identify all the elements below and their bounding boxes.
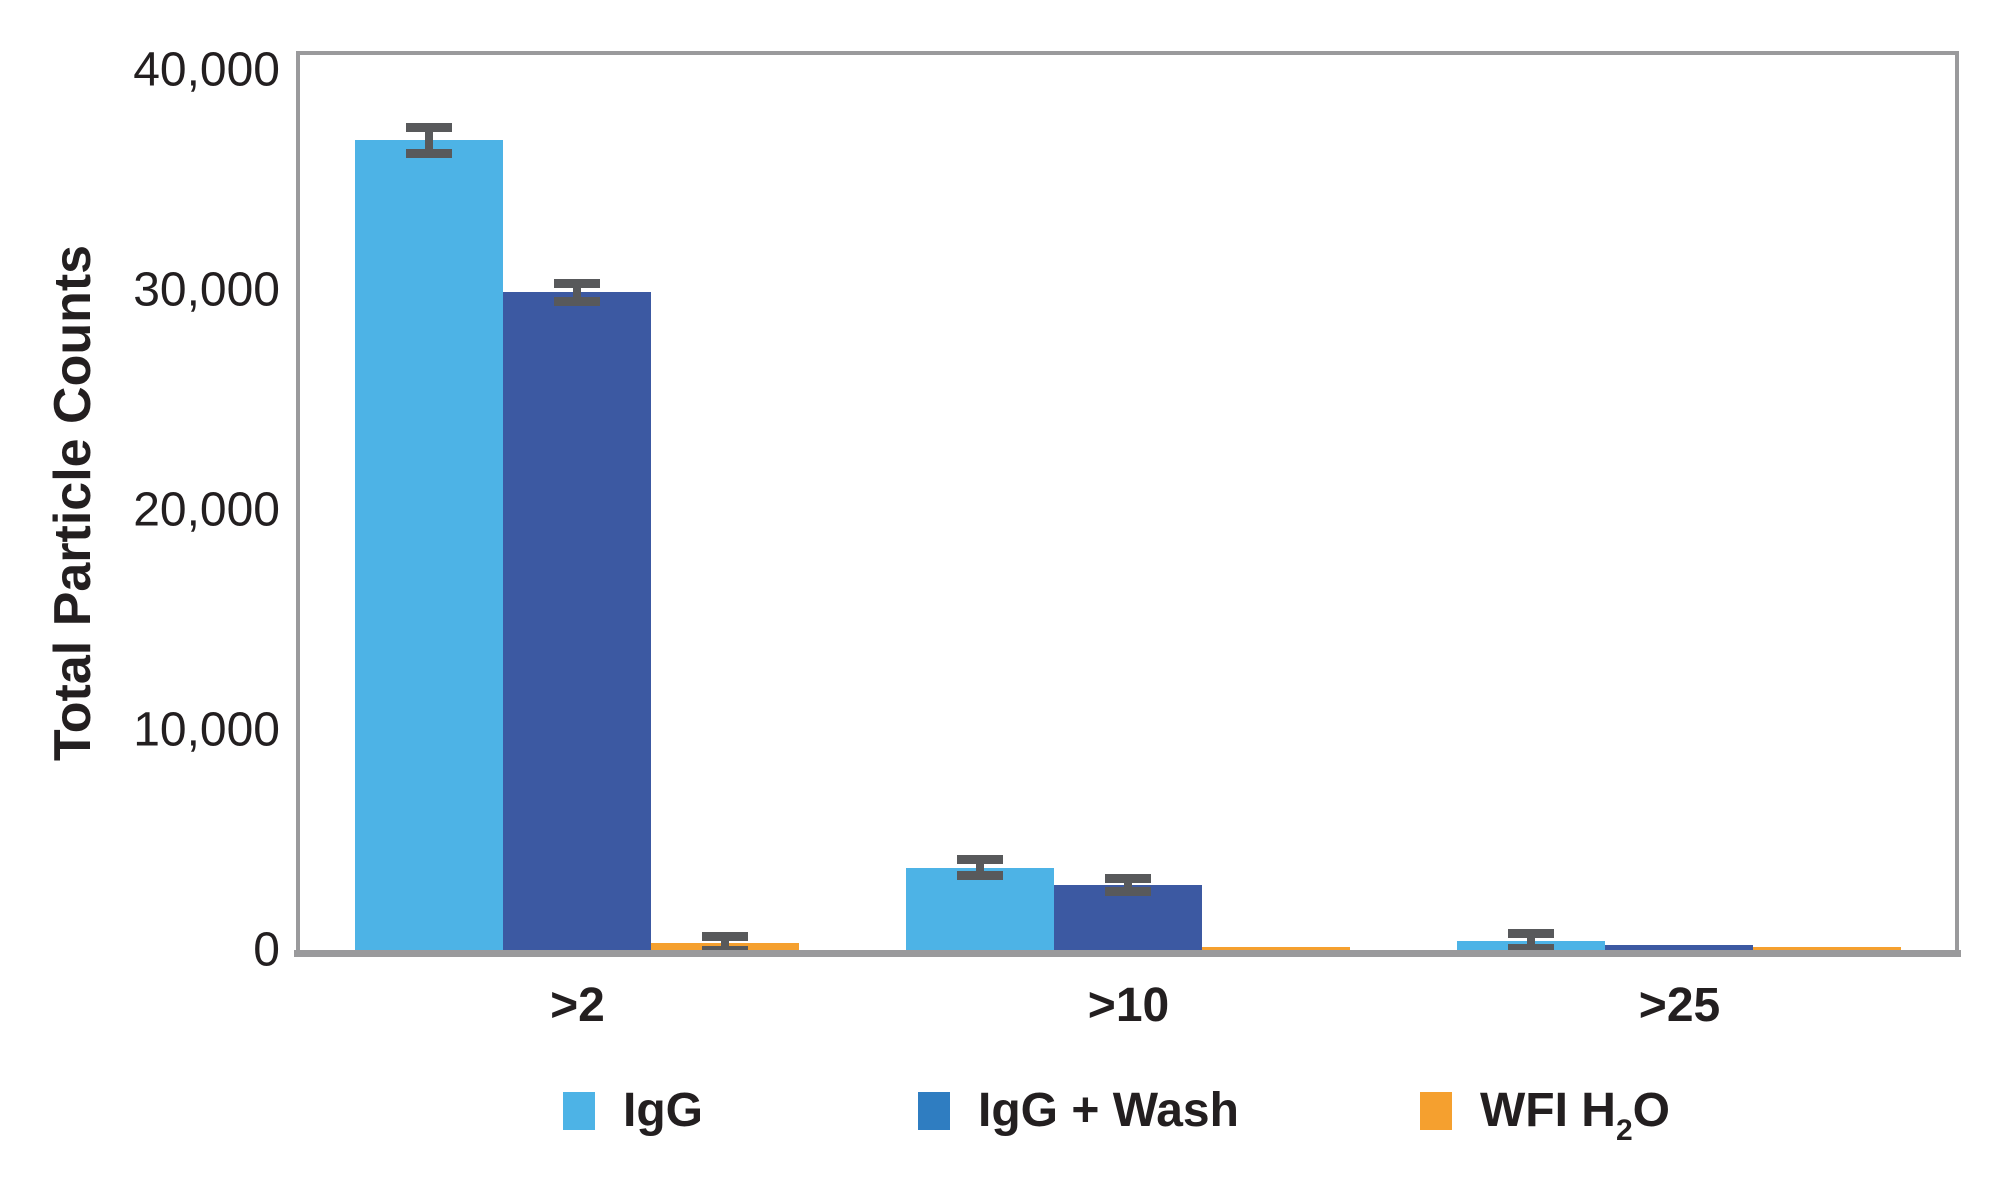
error-bar-cap-top <box>554 278 600 288</box>
error-bar-cap-bottom <box>1105 887 1151 897</box>
error-bar-cap-top <box>1508 929 1554 938</box>
error-bar-cap-top <box>406 122 452 132</box>
y-tick-label: 0 <box>253 923 280 977</box>
legend-item-2: WFI H2O <box>1420 1084 1670 1146</box>
legend-label-0: IgG <box>623 1084 703 1137</box>
error-bar-stem <box>573 283 581 301</box>
error-bar-cap-top <box>1105 874 1151 883</box>
error-bar-stem <box>425 127 433 154</box>
y-tick-label: 40,000 <box>133 43 280 97</box>
legend-label-1: IgG + Wash <box>978 1084 1239 1137</box>
legend-swatch-2 <box>1420 1092 1452 1130</box>
legend-label-subscript: 2 <box>1615 1114 1633 1147</box>
error-bar-cap-top <box>702 932 748 942</box>
bar-IgG-group0 <box>355 140 503 950</box>
bar-WFI-H2O-group1 <box>1202 946 1350 950</box>
error-bar-cap-bottom <box>1508 944 1554 954</box>
error-bar-stem <box>1124 878 1132 892</box>
legend-swatch-0 <box>563 1092 595 1130</box>
y-tick-label: 20,000 <box>133 483 280 537</box>
legend-label-2: WFI H2O <box>1480 1084 1670 1146</box>
error-bar-cap-bottom <box>406 149 452 159</box>
bar-WFI-H2O-group2 <box>1753 947 1901 950</box>
error-bar-cap-bottom <box>554 296 600 306</box>
bar-IgG-group1 <box>906 867 1054 950</box>
legend-label-text: WFI H <box>1480 1084 1616 1137</box>
bar-IgG-Wash-group2 <box>1605 944 1753 950</box>
error-bar-cap-top <box>957 855 1003 865</box>
legend-item-0: IgG <box>563 1087 703 1135</box>
y-tick-label: 10,000 <box>133 703 280 757</box>
error-bar-stem <box>721 936 729 950</box>
x-tick-label: >10 <box>1087 979 1170 1032</box>
legend-swatch-1 <box>918 1092 950 1130</box>
bar-IgG-Wash-group0 <box>503 292 651 950</box>
legend-label-text: O <box>1632 1084 1670 1137</box>
x-axis-line <box>294 950 1961 957</box>
error-bar-stem <box>976 859 984 876</box>
x-tick-label: >2 <box>550 979 605 1032</box>
legend-item-1: IgG + Wash <box>918 1087 1239 1135</box>
error-bar-cap-bottom <box>957 870 1003 880</box>
error-bar-stem <box>1527 933 1535 949</box>
x-tick-label: >25 <box>1638 979 1721 1032</box>
y-tick-label: 30,000 <box>133 263 280 317</box>
